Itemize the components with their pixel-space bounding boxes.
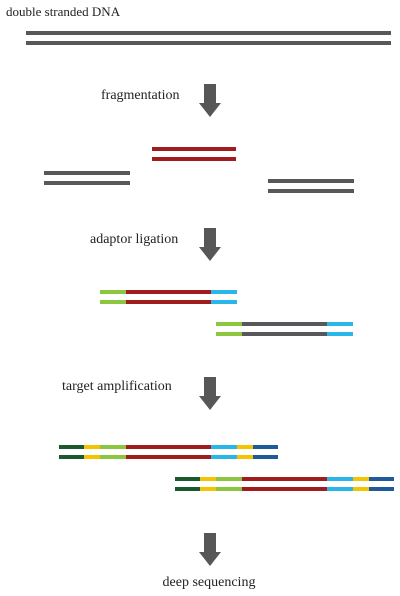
double-stranded-dna	[26, 31, 391, 45]
target-amplification-label: target amplification	[62, 379, 172, 394]
amplicon-red-2	[175, 477, 394, 491]
ligated-fragment-red	[100, 290, 237, 304]
dna-fragment-gray-left	[44, 171, 130, 185]
amplicon-red	[59, 445, 278, 459]
adaptor-ligation-label: adaptor ligation	[90, 232, 178, 247]
down-arrow-icon	[199, 228, 221, 261]
fragmentation-label: fragmentation	[101, 88, 180, 103]
down-arrow-icon	[199, 533, 221, 566]
ligated-fragment-gray	[216, 322, 353, 336]
down-arrow-icon	[199, 377, 221, 410]
deep-sequencing-label: deep sequencing	[163, 575, 256, 590]
dna-title: double stranded DNA	[6, 4, 121, 19]
down-arrow-icon	[199, 84, 221, 117]
dna-fragment-gray-right	[268, 179, 354, 193]
dna-fragment-red	[152, 147, 236, 161]
